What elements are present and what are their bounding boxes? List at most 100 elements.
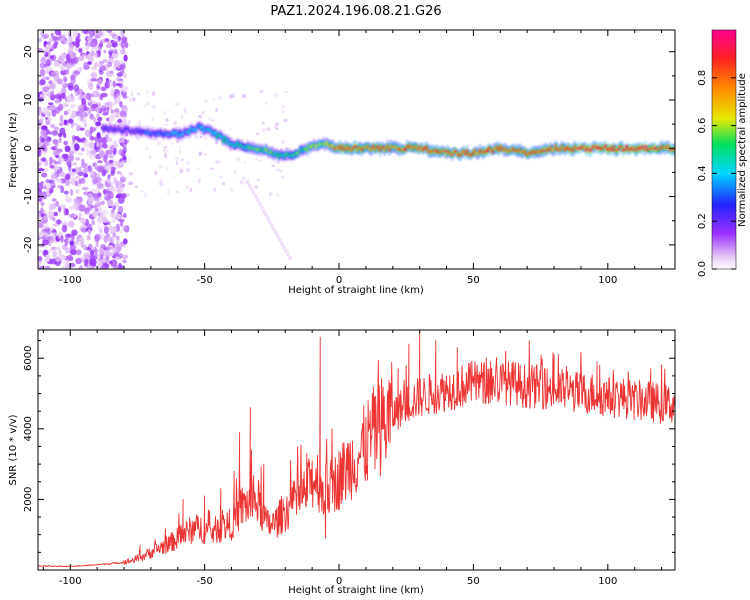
noise-speck [90, 171, 95, 176]
noise-speck [151, 117, 154, 122]
noise-speck [52, 216, 56, 222]
noise-speck [38, 182, 44, 191]
noise-speck [44, 159, 49, 167]
noise-speck [269, 193, 272, 197]
noise-speck [268, 219, 272, 225]
noise-speck [41, 125, 48, 131]
noise-speck [117, 205, 124, 214]
snr-x-ticks: -100 -50 0 50 100 [42, 330, 663, 587]
noise-speck [111, 33, 118, 40]
noise-speck [274, 122, 280, 127]
noise-speck [162, 150, 168, 154]
y-tick-label: -20 [23, 237, 34, 253]
noise-speck [38, 221, 44, 229]
noise-speck [174, 157, 179, 160]
noise-speck [67, 118, 74, 124]
noise-speck [59, 114, 64, 123]
noise-speck [286, 252, 290, 257]
noise-speck [118, 218, 125, 223]
noise-speck [60, 185, 65, 194]
noise-speck [106, 42, 111, 47]
noise-speck [233, 169, 236, 175]
noise-speck [62, 265, 69, 269]
noise-speck [112, 232, 116, 238]
noise-speck [102, 209, 108, 216]
noise-speck [118, 139, 125, 143]
noise-speck [256, 178, 261, 182]
noise-speck [78, 166, 82, 173]
noise-speck [67, 160, 72, 168]
noise-speck [86, 234, 91, 241]
noise-speck [112, 160, 119, 167]
noise-speck [95, 176, 102, 184]
noise-speck [167, 187, 171, 190]
noise-speck [68, 155, 74, 162]
noise-speck [64, 241, 68, 247]
noise-speck [109, 144, 115, 152]
noise-speck [66, 38, 73, 44]
noise-speck [119, 64, 125, 69]
noise-speck [45, 69, 49, 75]
noise-speck [70, 144, 75, 152]
noise-speck [149, 154, 152, 159]
noise-speck [51, 198, 57, 202]
noise-speck [43, 250, 49, 256]
noise-speck [76, 125, 81, 132]
noise-speck [58, 55, 63, 63]
noise-speck [40, 129, 47, 137]
noise-speck [78, 48, 83, 53]
noise-speck [83, 173, 89, 178]
noise-speck [84, 258, 88, 266]
noise-speck [38, 107, 42, 115]
noise-speck [128, 181, 133, 186]
noise-speck [51, 110, 57, 117]
noise-speck [103, 49, 107, 54]
noise-speck [49, 182, 56, 187]
noise-speck [57, 171, 65, 177]
noise-speck [67, 254, 73, 261]
noise-speck [74, 200, 81, 205]
noise-speck [115, 242, 120, 249]
noise-speck [46, 188, 50, 196]
y-tick-label: 10 [23, 94, 34, 107]
noise-speck [53, 203, 57, 208]
noise-speck [105, 149, 113, 155]
noise-speck [38, 161, 43, 166]
noise-speck [123, 72, 127, 79]
noise-speck [79, 127, 85, 131]
noise-speck [63, 190, 69, 195]
noise-speck [53, 61, 61, 67]
noise-speck [78, 178, 82, 184]
noise-speck [83, 112, 88, 118]
noise-speck [96, 113, 100, 118]
noise-speck [64, 247, 72, 254]
noise-speck [65, 197, 73, 203]
colorbar-tick-label: 0.0 [697, 261, 708, 277]
noise-speck [111, 209, 115, 213]
noise-speck [137, 119, 141, 124]
spectrogram-x-ticks: -100 -50 0 50 100 [42, 30, 663, 286]
noise-speck [97, 212, 101, 216]
noise-speck [55, 151, 61, 155]
x-tick-label: 100 [598, 275, 617, 286]
snr-y-axis-label: SNR (10 * v/v) [8, 414, 19, 485]
noise-speck [116, 188, 121, 193]
noise-speck [50, 123, 55, 129]
noise-speck [60, 204, 66, 210]
noise-speck [93, 117, 97, 123]
noise-speck [115, 195, 121, 199]
noise-speck [49, 156, 53, 165]
noise-speck [65, 53, 71, 62]
noise-speck [62, 82, 69, 89]
noise-speck [90, 72, 98, 78]
noise-speck [197, 114, 203, 119]
noise-speck [42, 86, 50, 93]
noise-speck [63, 207, 67, 216]
noise-speck [115, 213, 122, 220]
noise-speck [75, 41, 80, 48]
noise-speck [114, 89, 121, 98]
spectrogram-frame [37, 29, 676, 270]
noise-speck [70, 74, 76, 81]
noise-speck [64, 179, 71, 186]
noise-speck [87, 165, 92, 173]
